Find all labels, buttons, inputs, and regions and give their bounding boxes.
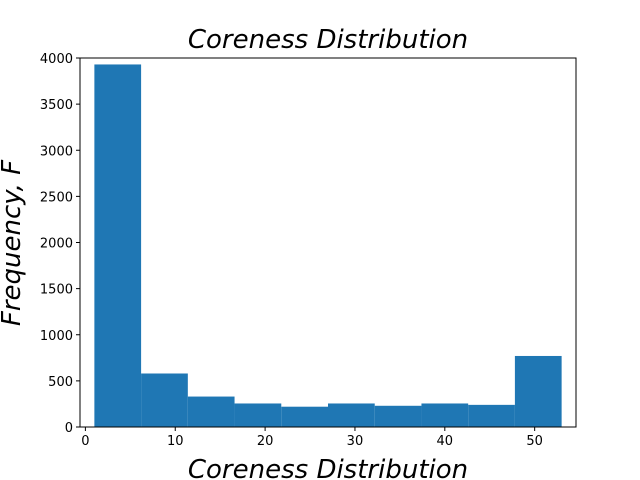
histogram-bar	[328, 403, 375, 427]
y-tick-label: 1500	[40, 283, 73, 298]
x-tick-label: 10	[167, 434, 184, 449]
x-axis-label: Coreness Distribution	[188, 455, 468, 480]
y-tick-label: 2500	[40, 190, 73, 205]
y-tick-label: 4000	[40, 52, 73, 67]
x-tick-label: 40	[437, 434, 454, 449]
bars-group	[94, 64, 562, 428]
y-tick-label: 0	[65, 421, 73, 436]
y-axis-ticks: 0 500 1000 1500 2000 2500 3000 3500 4000	[40, 52, 80, 436]
x-tick-label: 50	[526, 434, 543, 449]
x-tick-label: 0	[81, 434, 89, 449]
histogram-bar	[281, 406, 328, 427]
histogram-bar	[374, 405, 422, 427]
histogram-bar	[421, 403, 469, 427]
x-tick-label: 20	[257, 434, 274, 449]
y-tick-label: 1000	[40, 329, 73, 344]
x-tick-label: 30	[347, 434, 364, 449]
y-tick-label: 3500	[40, 98, 73, 113]
y-tick-label: 2000	[40, 237, 73, 252]
x-axis-ticks: 0 10 20 30 40 50	[81, 427, 543, 449]
histogram-bar	[468, 404, 515, 427]
y-tick-label: 500	[48, 375, 73, 390]
histogram-bar	[187, 396, 235, 427]
histogram-bar	[94, 64, 142, 428]
y-tick-label: 3000	[40, 144, 73, 159]
plot-frame	[79, 57, 577, 428]
chart-title: Coreness Distribution	[188, 25, 468, 55]
histogram-bar	[514, 355, 562, 427]
histogram-bar	[234, 403, 282, 427]
histogram-bar	[141, 373, 188, 427]
y-axis-label: Frequency, F	[0, 159, 27, 326]
